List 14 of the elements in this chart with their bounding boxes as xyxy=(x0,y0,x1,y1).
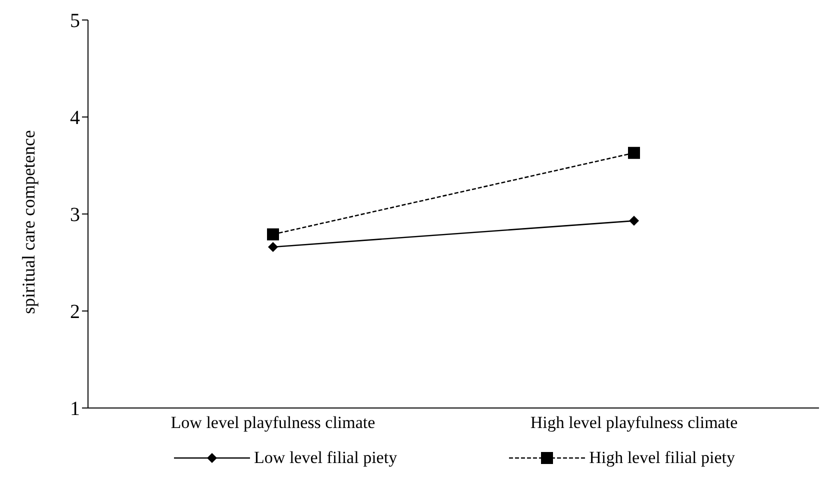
y-tick-label: 1 xyxy=(70,398,80,420)
y-axis-title: spiritual care competence xyxy=(18,130,38,314)
y-tick-label: 4 xyxy=(70,107,80,130)
point xyxy=(267,228,279,240)
y-tick-label: 2 xyxy=(70,301,80,324)
legend-label: Low level filial piety xyxy=(253,448,398,468)
point xyxy=(628,146,640,159)
y-tick-label: 5 xyxy=(70,10,80,32)
point xyxy=(268,242,278,252)
x-tick-label: Low level playfulness climate xyxy=(170,413,376,432)
x-tick-label: High level playfulness climate xyxy=(530,413,738,432)
legend-label: High level filial piety xyxy=(588,448,735,468)
point xyxy=(629,216,639,226)
y-tick-label: 3 xyxy=(70,204,80,226)
